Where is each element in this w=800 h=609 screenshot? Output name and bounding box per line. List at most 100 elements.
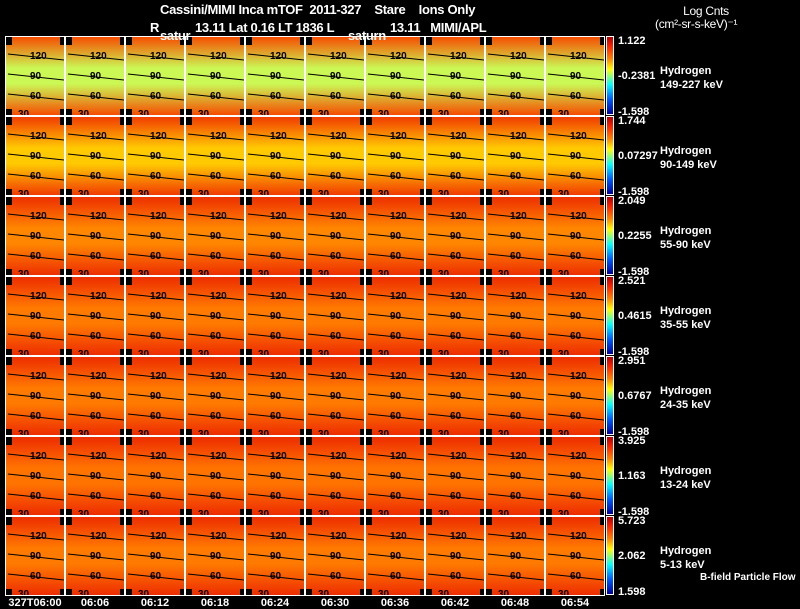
contour-label: 90	[90, 391, 102, 402]
contour-label: 120	[270, 131, 287, 142]
contour-label: 90	[150, 311, 162, 322]
colorbar-mid-label: 0.2255	[618, 230, 652, 242]
contour-lines	[546, 517, 604, 595]
image-panel: 120 90 60 30	[365, 196, 425, 276]
contour-label: 60	[270, 571, 282, 582]
image-panel: 120 90 60 30	[245, 196, 305, 276]
row-label: Hydrogen 149-227 keV	[660, 64, 723, 92]
image-panel: 120 90 60 30	[125, 36, 185, 116]
contour-label: 120	[270, 211, 287, 222]
contour-label: 60	[150, 571, 162, 582]
colorbar-mid-label: 0.07297	[618, 150, 658, 162]
image-panel: 120 90 60 30	[185, 356, 245, 436]
contour-label: 90	[510, 71, 522, 82]
time-tick-label: 06:12	[140, 597, 170, 609]
image-panel: 120 90 60 30	[245, 436, 305, 516]
contour-lines	[486, 37, 544, 115]
contour-label: 90	[510, 471, 522, 482]
energy-label: 13-24 keV	[660, 479, 711, 491]
image-panel: 120 90 60 30	[305, 116, 365, 196]
contour-label: 120	[210, 51, 227, 62]
contour-label: 120	[30, 211, 47, 222]
contour-label: 60	[570, 571, 582, 582]
row-label: Hydrogen 35-55 keV	[660, 304, 711, 332]
contour-label: 60	[210, 91, 222, 102]
contour-lines	[126, 277, 184, 355]
contour-label: 60	[510, 171, 522, 182]
image-panel: 120 90 60 30	[185, 36, 245, 116]
contour-label: 90	[390, 471, 402, 482]
image-panel: 120 90 60 30	[365, 276, 425, 356]
units-line-2: (cm²-sr-s-keV)⁻¹	[655, 17, 738, 31]
image-panel: 120 90 60 30	[185, 516, 245, 596]
image-panel: 120 90 60 30	[245, 36, 305, 116]
contour-label: 30	[318, 189, 330, 196]
contour-label: 30	[438, 349, 450, 356]
contour-lines	[426, 197, 484, 275]
contour-label: 30	[198, 349, 210, 356]
image-panel: 120 90 60 30	[245, 116, 305, 196]
image-panel: 120 90 60 30	[545, 36, 605, 116]
contour-lines	[246, 37, 304, 115]
contour-lines	[246, 197, 304, 275]
contour-label: 90	[450, 471, 462, 482]
contour-label: 120	[210, 451, 227, 462]
contour-label: 30	[558, 109, 570, 116]
contour-label: 30	[438, 189, 450, 196]
image-panel: 120 90 60 30	[65, 516, 125, 596]
contour-label: 90	[390, 151, 402, 162]
contour-label: 60	[150, 171, 162, 182]
contour-label: 120	[210, 531, 227, 542]
contour-label: 120	[510, 371, 527, 382]
contour-lines	[366, 37, 424, 115]
contour-label: 120	[330, 211, 347, 222]
contour-label: 30	[198, 109, 210, 116]
species-label: Hydrogen	[660, 545, 712, 557]
contour-label: 90	[390, 391, 402, 402]
contour-label: 90	[450, 151, 462, 162]
contour-label: 30	[78, 269, 90, 276]
contour-label: 30	[498, 509, 510, 516]
contour-label: 120	[450, 451, 467, 462]
contour-lines	[186, 37, 244, 115]
contour-label: 90	[510, 391, 522, 402]
contour-label: 90	[150, 391, 162, 402]
contour-label: 90	[270, 151, 282, 162]
contour-label: 60	[570, 171, 582, 182]
contour-lines	[306, 37, 364, 115]
row-label: Hydrogen 55-90 keV	[660, 224, 711, 252]
title-line-1: Cassini/MIMI Inca mTOF 2011-327 Stare Io…	[160, 2, 476, 17]
image-panel: 120 90 60 30	[305, 36, 365, 116]
contour-label: 90	[30, 151, 42, 162]
time-tick-label: 06:42	[440, 597, 470, 609]
image-panel: 120 90 60 30	[305, 436, 365, 516]
contour-label: 120	[330, 131, 347, 142]
contour-label: 120	[90, 211, 107, 222]
image-panel: 120 90 60 30	[65, 436, 125, 516]
contour-label: 120	[330, 291, 347, 302]
contour-label: 90	[210, 311, 222, 322]
contour-label: 60	[330, 251, 342, 262]
contour-label: 30	[78, 509, 90, 516]
contour-lines	[426, 357, 484, 435]
contour-label: 30	[318, 109, 330, 116]
image-panel: 120 90 60 30	[305, 356, 365, 436]
contour-label: 30	[438, 269, 450, 276]
footer-note: B-field Particle Flow	[700, 572, 796, 583]
contour-label: 90	[510, 551, 522, 562]
contour-label: 90	[450, 551, 462, 562]
contour-label: 30	[78, 109, 90, 116]
contour-lines	[486, 197, 544, 275]
contour-label: 120	[510, 51, 527, 62]
image-panel: 120 90 60 30	[425, 36, 485, 116]
contour-label: 60	[510, 91, 522, 102]
colorbar-mid-label: 1.163	[618, 470, 646, 482]
image-panel: 120 90 60 30	[185, 436, 245, 516]
image-panel: 120 90 60 30	[485, 36, 545, 116]
contour-lines	[246, 117, 304, 195]
contour-label: 30	[318, 589, 330, 596]
contour-label: 120	[570, 131, 587, 142]
contour-label: 120	[510, 451, 527, 462]
contour-label: 90	[450, 231, 462, 242]
contour-label: 120	[570, 451, 587, 462]
